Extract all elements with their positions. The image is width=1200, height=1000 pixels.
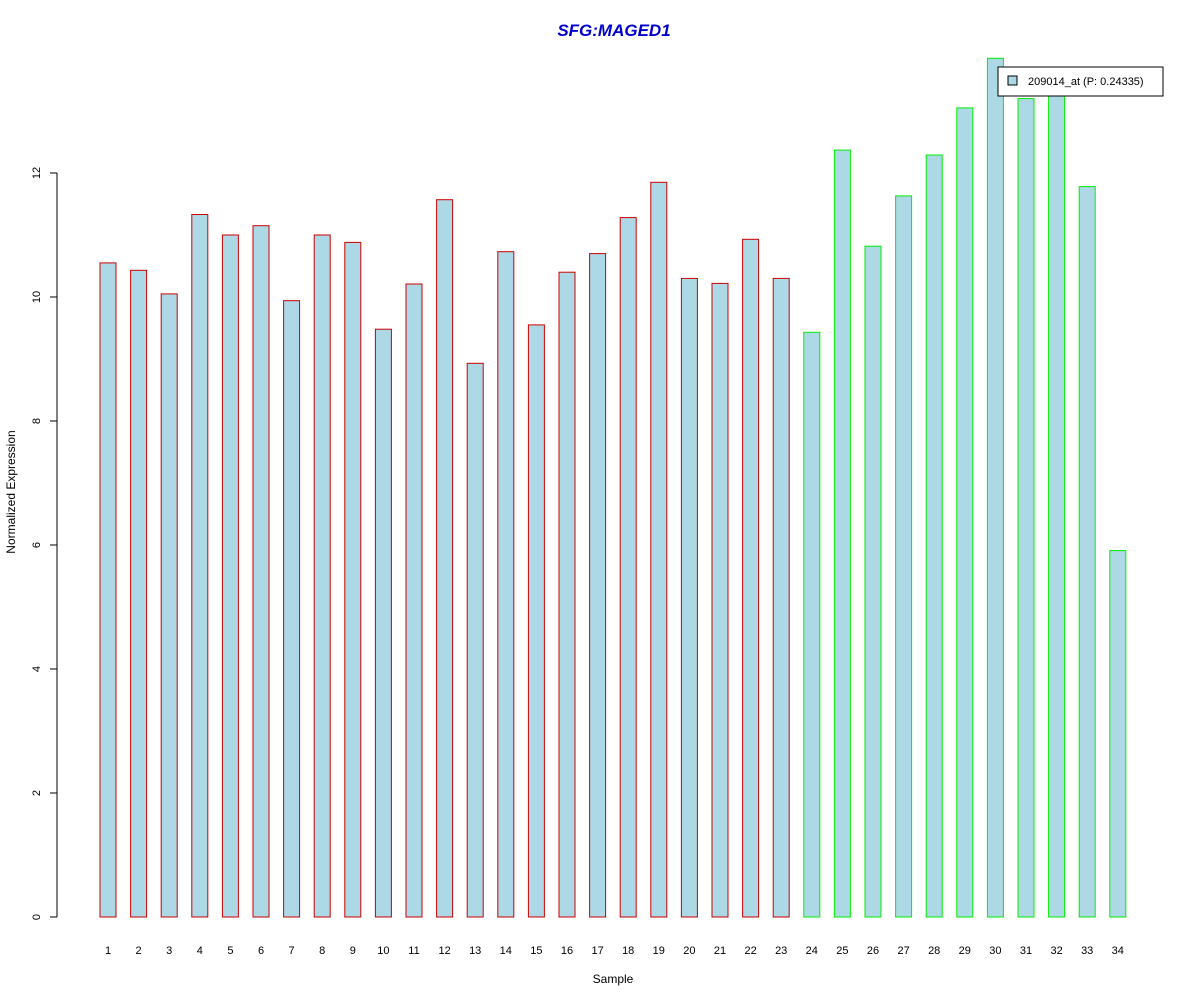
- bar-sample-21: [711, 282, 729, 918]
- x-tick-label: 27: [897, 945, 909, 957]
- x-tick-label: 22: [744, 945, 756, 957]
- x-tick-label: 15: [530, 945, 542, 957]
- bar-sample-23: [772, 277, 790, 918]
- x-tick-label: 14: [500, 945, 512, 957]
- bar-sample-9: [344, 241, 362, 918]
- bar-sample-32: [1048, 95, 1066, 918]
- bar-sample-18: [619, 217, 637, 918]
- bar-sample-16: [558, 271, 576, 918]
- x-tick-label: 6: [258, 945, 264, 957]
- bar-sample-33: [1078, 186, 1096, 918]
- bar-sample-17: [589, 253, 607, 918]
- bar-sample-27: [895, 195, 913, 918]
- x-tick-label: 24: [806, 945, 818, 957]
- bar-sample-30: [986, 57, 1004, 918]
- x-tick-label: 9: [350, 945, 356, 957]
- x-tick-label: 5: [227, 945, 233, 957]
- bar-sample-1: [99, 262, 117, 918]
- x-tick-label: 3: [166, 945, 172, 957]
- bar-sample-26: [864, 245, 882, 918]
- bar-sample-29: [956, 107, 974, 918]
- bar-sample-4: [191, 214, 209, 918]
- bar-sample-14: [497, 251, 515, 918]
- x-tick-label: 29: [959, 945, 971, 957]
- y-tick-label: 10: [31, 291, 43, 303]
- x-tick-label: 18: [622, 945, 634, 957]
- x-tick-label: 19: [653, 945, 665, 957]
- x-tick-label: 11: [408, 945, 419, 957]
- bar-sample-7: [283, 300, 301, 918]
- bar-sample-22: [742, 238, 760, 918]
- x-tick-label: 23: [775, 945, 787, 957]
- x-tick-label: 26: [867, 945, 879, 957]
- bar-sample-11: [405, 283, 423, 918]
- x-tick-label: 12: [438, 945, 450, 957]
- x-tick-label: 28: [928, 945, 940, 957]
- x-tick-label: 7: [289, 945, 295, 957]
- x-tick-label: 20: [683, 945, 695, 957]
- y-tick-label: 2: [31, 790, 43, 796]
- x-tick-label: 25: [836, 945, 848, 957]
- y-tick-label: 0: [31, 914, 43, 920]
- bar-sample-19: [650, 181, 668, 918]
- x-tick-label: 10: [377, 945, 389, 957]
- y-axis-label: Normalized Expression: [4, 430, 18, 553]
- x-tick-label: 33: [1081, 945, 1093, 957]
- y-axis: 0 2 4 6 8 10 12: [31, 167, 58, 920]
- x-tick-label: 1: [105, 945, 111, 957]
- x-tick-labels: 1 2 3 4 5 6 7 8 9 10 11 12 13 14 15 16 17 18 19 20 21 22 23 24 2…: [105, 945, 1124, 957]
- bar-sample-5: [221, 234, 239, 918]
- x-tick-label: 30: [989, 945, 1001, 957]
- x-tick-label: 34: [1112, 945, 1124, 957]
- bar-sample-20: [680, 277, 698, 918]
- x-tick-label: 31: [1020, 945, 1032, 957]
- chart-title: SFG:MAGED1: [557, 21, 670, 40]
- x-axis-label: Sample: [593, 972, 634, 986]
- bars: [99, 57, 1127, 918]
- bar-sample-25: [833, 149, 851, 918]
- bar-sample-3: [160, 293, 178, 918]
- y-tick-label: 12: [31, 167, 43, 179]
- bar-sample-24: [803, 331, 821, 918]
- bar-sample-15: [527, 324, 545, 918]
- bar-sample-28: [925, 154, 943, 918]
- x-tick-label: 16: [561, 945, 573, 957]
- bar-sample-34: [1109, 550, 1127, 918]
- x-tick-label: 4: [197, 945, 203, 957]
- bar-sample-6: [252, 225, 270, 918]
- y-tick-label: 4: [31, 666, 43, 672]
- legend-box: [997, 66, 1164, 97]
- y-tick-label: 8: [31, 418, 43, 424]
- x-tick-label: 21: [714, 945, 726, 957]
- legend-swatch: [1007, 75, 1018, 86]
- bar-sample-31: [1017, 98, 1035, 918]
- bar-sample-8: [313, 234, 331, 918]
- bar-sample-10: [374, 328, 392, 918]
- legend: 209014_at (P: 0.24335): [997, 66, 1164, 97]
- y-tick-label: 6: [31, 542, 43, 548]
- x-tick-label: 2: [136, 945, 142, 957]
- x-tick-label: 17: [591, 945, 603, 957]
- legend-label: 209014_at (P: 0.24335): [1028, 76, 1144, 88]
- bar-sample-13: [466, 362, 484, 918]
- x-tick-label: 32: [1050, 945, 1062, 957]
- bar-sample-2: [130, 269, 148, 918]
- x-tick-label: 8: [319, 945, 325, 957]
- x-tick-label: 13: [469, 945, 481, 957]
- bar-sample-12: [436, 199, 454, 918]
